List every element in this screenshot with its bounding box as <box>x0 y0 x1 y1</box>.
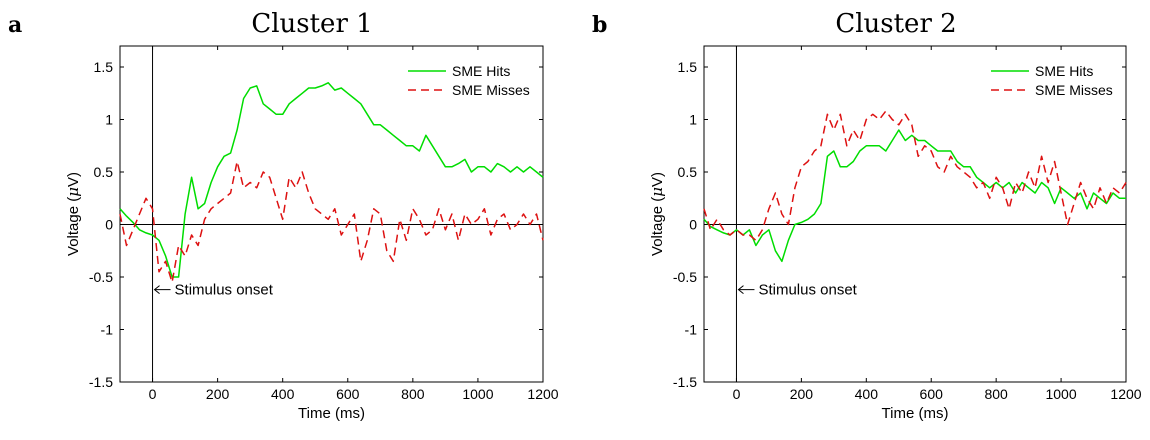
y-axis-label: Voltage (μV) <box>648 172 666 256</box>
x-tick-label: 1200 <box>1110 386 1141 402</box>
series-line-misses <box>703 110 1127 242</box>
x-tick-label: 0 <box>733 386 741 402</box>
annotation-arrow-head <box>153 285 160 294</box>
y-axis-label-mu: μ <box>64 187 82 197</box>
x-axis-label: Time (ms) <box>298 405 365 422</box>
y-axis-label-suffix: V) <box>65 172 82 187</box>
legend-label: SME Hits <box>452 63 510 79</box>
panel-title: Cluster 1 <box>251 9 372 39</box>
panel-a: a Cluster 1 0 200 400 600 800 1000 1200 -1.5 -1 -0.… <box>8 9 559 422</box>
y-tick-label: -1.5 <box>673 374 697 390</box>
y-tick-label: -0.5 <box>673 269 697 285</box>
y-tick-label: -1 <box>101 322 114 338</box>
y-tick-label: 0 <box>689 217 697 233</box>
panel-title: Cluster 2 <box>835 9 956 39</box>
x-tick-label: 1000 <box>1045 386 1076 402</box>
y-tick-label: 1 <box>689 112 697 128</box>
y-tick-label: -1.5 <box>89 374 113 390</box>
y-tick-label: -0.5 <box>89 269 113 285</box>
series-line-misses <box>119 160 544 284</box>
y-axis-label-mu: μ <box>648 187 666 197</box>
axes-box <box>703 45 1127 383</box>
legend-label: SME Misses <box>1035 82 1113 98</box>
x-tick-label: 1000 <box>462 386 493 402</box>
y-axis-label-prefix: Voltage ( <box>65 197 82 256</box>
x-tick-label: 200 <box>206 386 230 402</box>
y-axis-label: Voltage (μV) <box>64 172 82 256</box>
y-tick-label: 1.5 <box>94 59 114 75</box>
x-tick-label: 600 <box>336 386 360 402</box>
panel-letter: a <box>8 12 22 38</box>
annotation-text: Stimulus onset <box>175 282 274 299</box>
annotation-arrow-head <box>737 285 744 294</box>
annotation-text: Stimulus onset <box>758 282 857 299</box>
legend-label: SME Misses <box>452 82 530 98</box>
x-tick-label: 400 <box>855 386 879 402</box>
y-tick-label: -1 <box>685 322 698 338</box>
y-axis-label-prefix: Voltage ( <box>649 197 666 256</box>
x-axis-label: Time (ms) <box>882 405 949 422</box>
y-tick-label: 0 <box>105 217 113 233</box>
y-tick-label: 1.5 <box>678 59 698 75</box>
y-tick-label: 1 <box>105 112 113 128</box>
x-tick-label: 0 <box>149 386 157 402</box>
x-tick-label: 800 <box>401 386 425 402</box>
x-tick-label: 400 <box>271 386 295 402</box>
y-tick-label: 0.5 <box>94 164 114 180</box>
legend-label: SME Hits <box>1035 63 1093 79</box>
panel-b: b Cluster 2 0 200 400 600 800 1000 1200 -1.5 -1 -0.… <box>592 9 1142 422</box>
y-axis-label-suffix: V) <box>649 172 666 187</box>
x-tick-label: 800 <box>984 386 1008 402</box>
y-tick-label: 0.5 <box>678 164 698 180</box>
series-line-hits <box>703 129 1126 263</box>
x-tick-label: 1200 <box>527 386 558 402</box>
x-tick-label: 200 <box>790 386 814 402</box>
series-line-hits <box>119 82 544 278</box>
x-tick-label: 600 <box>920 386 944 402</box>
panel-letter: b <box>592 12 607 38</box>
